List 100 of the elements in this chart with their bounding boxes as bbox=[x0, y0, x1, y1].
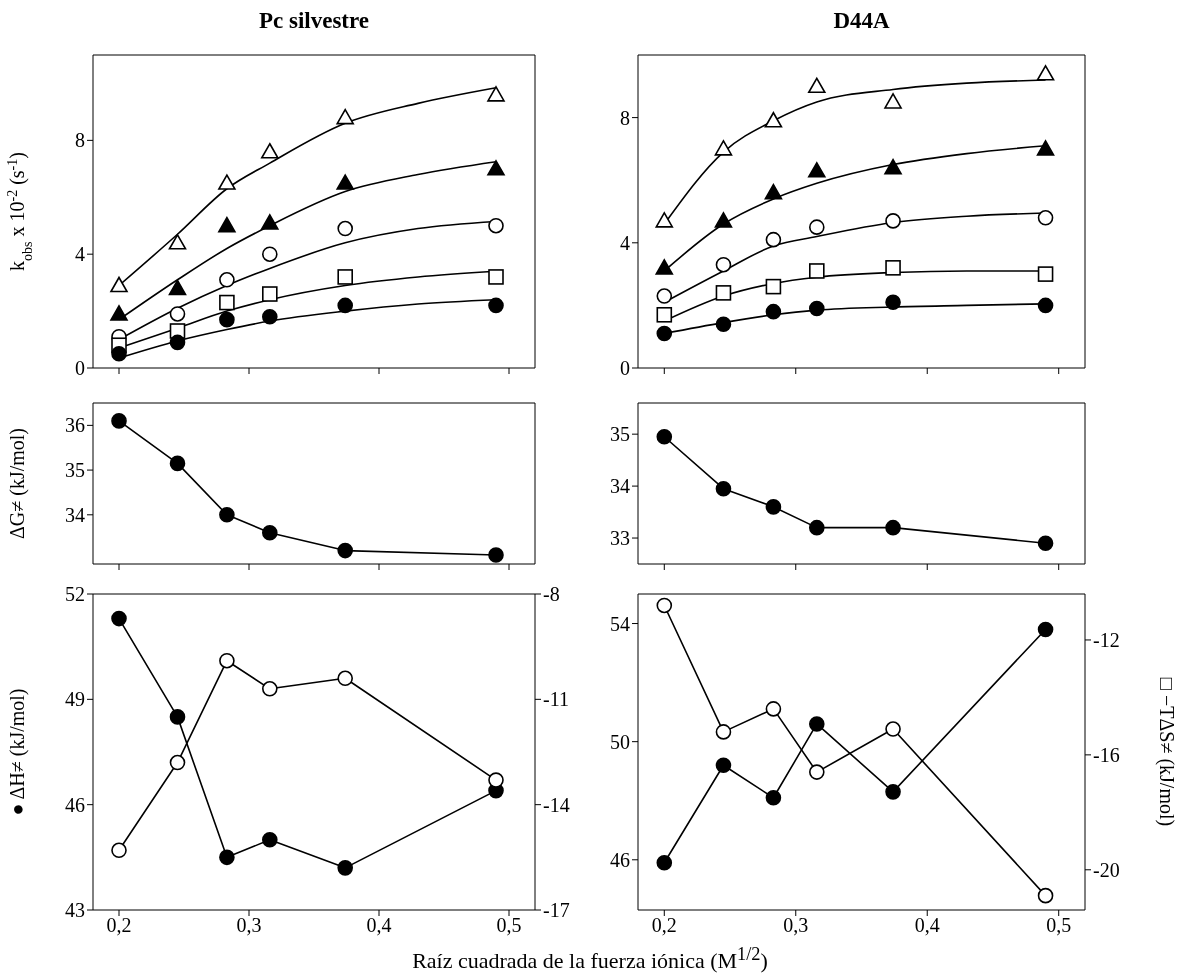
y-tick-label: 34 bbox=[65, 503, 85, 526]
point bbox=[262, 524, 278, 541]
y2-tick-label: -12 bbox=[1093, 629, 1120, 652]
y-tick-label: 43 bbox=[65, 899, 85, 922]
point bbox=[1037, 266, 1054, 282]
point bbox=[262, 286, 278, 302]
point bbox=[1037, 209, 1054, 226]
y2-tick-label: -14 bbox=[543, 793, 570, 816]
y2-tick-label: -20 bbox=[1093, 858, 1120, 881]
point bbox=[169, 334, 186, 351]
y-tick-label: 0 bbox=[620, 357, 630, 380]
point bbox=[219, 507, 235, 523]
x-tick-label: 0,2 bbox=[106, 914, 132, 937]
point bbox=[261, 142, 279, 159]
chart-title: Pc silvestre bbox=[257, 8, 371, 34]
point bbox=[488, 269, 504, 285]
point bbox=[337, 860, 353, 876]
y-axis-title: ΔG≠ (kJ/mol) bbox=[6, 427, 29, 540]
point bbox=[488, 772, 504, 788]
point bbox=[765, 499, 782, 515]
point bbox=[656, 288, 673, 304]
y-tick-label: 52 bbox=[65, 583, 85, 606]
point bbox=[809, 764, 825, 780]
point bbox=[219, 652, 235, 669]
point bbox=[337, 269, 353, 285]
y-tick-label: 35 bbox=[610, 423, 630, 446]
point bbox=[336, 108, 354, 125]
point bbox=[808, 77, 826, 94]
point bbox=[111, 610, 127, 627]
y-axis-title: ● ΔH≠ (kJ/mol) bbox=[6, 688, 29, 816]
point bbox=[765, 303, 782, 320]
point bbox=[487, 160, 505, 176]
x-tick-label: 0,3 bbox=[236, 914, 262, 937]
point bbox=[262, 681, 278, 697]
point bbox=[488, 297, 504, 314]
point bbox=[169, 709, 186, 725]
y-tick-label: 36 bbox=[65, 414, 85, 437]
point bbox=[809, 219, 825, 235]
point bbox=[168, 279, 187, 296]
point bbox=[110, 305, 128, 321]
point bbox=[219, 849, 235, 866]
point bbox=[765, 701, 782, 717]
point bbox=[715, 757, 732, 774]
point bbox=[655, 212, 674, 228]
point bbox=[885, 721, 901, 737]
y2-tick-label: -8 bbox=[543, 583, 560, 606]
point bbox=[764, 111, 783, 128]
point bbox=[487, 86, 505, 102]
point bbox=[714, 140, 733, 156]
y-tick-label: 49 bbox=[65, 688, 85, 711]
point bbox=[656, 325, 673, 342]
y2-tick-label: -17 bbox=[543, 899, 570, 922]
point bbox=[111, 842, 127, 859]
x-tick-label: 0,3 bbox=[783, 914, 809, 937]
point bbox=[337, 542, 353, 559]
point bbox=[655, 259, 674, 275]
point bbox=[715, 285, 732, 301]
y-tick-label: 46 bbox=[65, 793, 85, 816]
point bbox=[715, 256, 732, 273]
point bbox=[262, 246, 278, 262]
point bbox=[1036, 64, 1055, 81]
y2-axis-title: □ −TΔS≠ (kJ/mol) bbox=[1155, 677, 1178, 827]
point bbox=[219, 271, 235, 288]
point bbox=[765, 231, 782, 248]
y-tick-label: 33 bbox=[610, 527, 630, 550]
point bbox=[656, 306, 673, 323]
point bbox=[808, 162, 826, 178]
y-tick-label: 50 bbox=[610, 730, 630, 753]
point bbox=[488, 547, 504, 563]
point bbox=[809, 519, 825, 536]
y-tick-label: 4 bbox=[620, 231, 630, 254]
point bbox=[218, 174, 236, 190]
point bbox=[337, 220, 353, 237]
point bbox=[1037, 887, 1054, 904]
y-tick-label: 35 bbox=[65, 459, 85, 482]
y-tick-label: 54 bbox=[610, 612, 630, 635]
point bbox=[111, 413, 127, 429]
point bbox=[218, 216, 236, 233]
point bbox=[219, 311, 235, 328]
point bbox=[885, 519, 901, 536]
point bbox=[885, 784, 901, 800]
point bbox=[809, 263, 825, 279]
x-tick-label: 0,5 bbox=[1046, 914, 1072, 937]
point bbox=[169, 455, 186, 472]
y-tick-label: 46 bbox=[610, 848, 630, 871]
y-tick-label: 0 bbox=[75, 357, 85, 380]
point bbox=[884, 93, 902, 109]
y-tick-label: 8 bbox=[75, 129, 85, 152]
point bbox=[809, 300, 825, 317]
point bbox=[884, 158, 902, 175]
point bbox=[1037, 621, 1054, 638]
point bbox=[656, 597, 673, 614]
point bbox=[219, 294, 235, 311]
point bbox=[885, 294, 901, 311]
point bbox=[764, 183, 783, 200]
point bbox=[714, 212, 733, 228]
point bbox=[261, 214, 279, 230]
point bbox=[656, 854, 673, 871]
x-axis-title: Raíz cuadrada de la fuerza iónica (M$^{1/2}$) bbox=[411, 944, 769, 975]
point bbox=[262, 308, 278, 325]
